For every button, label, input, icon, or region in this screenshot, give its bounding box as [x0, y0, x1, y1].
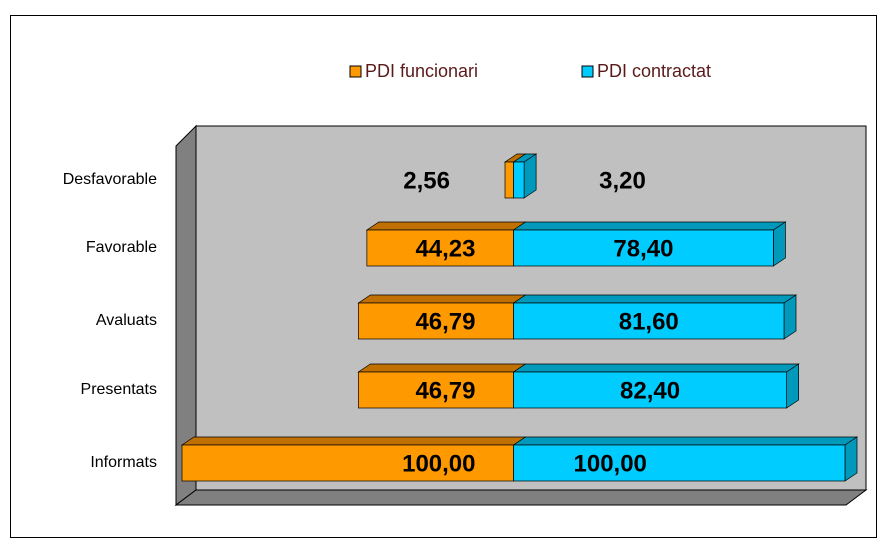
value-label: 82,40 — [620, 377, 680, 404]
bar — [513, 371, 788, 409]
bar-top — [512, 294, 798, 304]
bar-side — [844, 436, 858, 482]
bar-side — [786, 363, 800, 409]
y-tick-label: Favorable — [86, 239, 157, 256]
value-label: 81,60 — [619, 308, 679, 335]
value-label: 46,79 — [415, 377, 475, 404]
y-tick-label: Informats — [90, 454, 157, 471]
value-label: 78,40 — [613, 235, 673, 262]
bar-top — [512, 363, 800, 373]
bar-side — [783, 294, 797, 340]
bar — [358, 302, 514, 340]
bar-top — [357, 363, 527, 373]
legend-swatch — [349, 65, 362, 78]
bar — [513, 444, 846, 482]
bar-side — [523, 153, 537, 199]
bar — [513, 161, 525, 199]
bar-top — [180, 436, 527, 446]
floor — [174, 489, 868, 506]
value-label: 100,00 — [574, 450, 647, 477]
bar — [513, 229, 774, 267]
legend-label: PDI funcionari — [365, 61, 478, 81]
y-tick-label: Avaluats — [96, 312, 157, 329]
bar — [504, 161, 514, 199]
bar-top — [357, 294, 527, 304]
bar — [513, 302, 785, 340]
bar-top — [512, 221, 787, 231]
bar — [358, 371, 514, 409]
value-label: 100,00 — [402, 450, 475, 477]
bar — [181, 444, 514, 482]
bar-top — [512, 436, 859, 446]
y-tick-label: Presentats — [81, 381, 157, 398]
y-tick-label: Desfavorable — [63, 171, 157, 188]
legend-label: PDI contractat — [597, 61, 711, 81]
bar — [366, 229, 514, 267]
value-label: 2,56 — [403, 167, 450, 194]
value-label: 46,79 — [415, 308, 475, 335]
bar-top — [365, 221, 527, 231]
legend-swatch — [581, 65, 594, 78]
value-label: 44,23 — [415, 235, 475, 262]
bar-side — [773, 221, 786, 267]
value-label: 3,20 — [599, 167, 646, 194]
